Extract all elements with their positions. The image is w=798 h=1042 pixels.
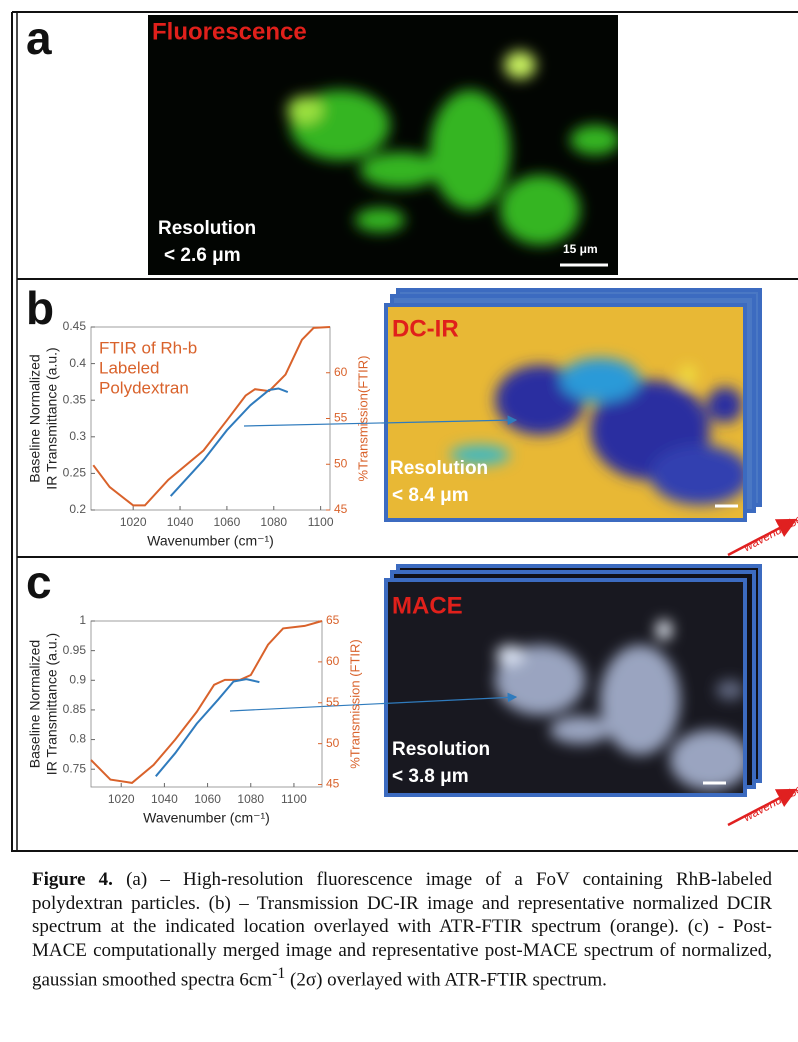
figure: a Fluorescence Resolution < 2.6 μm 15 μm… xyxy=(11,11,798,852)
y-axis-label: Baseline Normalized xyxy=(27,640,43,768)
pointer xyxy=(243,415,518,427)
series-line xyxy=(155,678,260,777)
panel-title: DC-IR xyxy=(392,315,459,342)
x-tick-label: 1100 xyxy=(308,515,334,529)
resolution: Resolution xyxy=(158,218,256,239)
series-line xyxy=(90,620,323,784)
panel-label: c xyxy=(26,556,52,608)
caption-sup: -1 xyxy=(272,965,286,982)
arrow xyxy=(727,788,798,827)
caption: Figure 4. (a) – High-resolution fluoresc… xyxy=(32,868,772,992)
caption-label: Figure 4. xyxy=(32,869,113,890)
y2-tick-label: 50 xyxy=(326,736,340,750)
fluorescence-image xyxy=(148,15,618,275)
y2-tick-label: 60 xyxy=(334,365,348,379)
x-tick-label: 1020 xyxy=(108,792,135,806)
pointer xyxy=(229,692,518,712)
y2-tick-label: 45 xyxy=(326,777,340,791)
panel-title: MACE xyxy=(392,592,463,619)
series-line xyxy=(169,387,289,497)
x-tick-label: 1040 xyxy=(167,515,194,529)
x-tick-label: 1080 xyxy=(260,515,287,529)
panel-title: Fluorescence xyxy=(152,18,307,45)
y-tick-label: 0.2 xyxy=(69,502,86,516)
annotation: Polydextran xyxy=(99,378,189,397)
y-tick-label: 0.35 xyxy=(63,392,87,406)
frame xyxy=(11,11,798,852)
x-tick-label: 1060 xyxy=(214,515,241,529)
x-axis-label: Wavenumber (cm⁻¹) xyxy=(147,533,274,549)
y2-tick-label: 60 xyxy=(326,654,340,668)
arrow xyxy=(727,518,798,557)
y2-axis-label: %Transmission (FTIR) xyxy=(347,639,362,769)
y2-tick-label: 55 xyxy=(334,411,348,425)
y2-tick-label: 50 xyxy=(334,456,348,470)
y-tick-label: 0.9 xyxy=(69,672,86,686)
y-tick-label: 0.25 xyxy=(63,466,87,480)
y-tick-label: 1 xyxy=(79,613,86,627)
x-tick-label: 1080 xyxy=(237,792,264,806)
resolution: Resolution xyxy=(390,458,488,479)
y2-tick-label: 65 xyxy=(326,613,340,627)
y-tick-label: 0.75 xyxy=(63,761,87,775)
resolution: < 3.8 μm xyxy=(392,766,469,787)
series-line xyxy=(92,326,331,507)
mace-image xyxy=(384,564,762,797)
y-tick-label: 0.8 xyxy=(69,732,86,746)
y2-tick-label: 45 xyxy=(334,502,348,516)
panel-label: b xyxy=(26,282,54,334)
y2-tick-label: 55 xyxy=(326,695,340,709)
y-tick-label: 0.95 xyxy=(63,643,87,657)
resolution: < 2.6 μm xyxy=(164,245,241,266)
plot-area xyxy=(90,620,323,788)
caption-text: (a) – High-resolution fluorescence image… xyxy=(32,869,772,991)
y-axis-label: IR Transmittance (a.u.) xyxy=(44,633,60,775)
x-axis-label: Wavenumber (cm⁻¹) xyxy=(143,810,270,826)
axis-arrow-label: wavenumber xyxy=(741,509,798,554)
y-tick-label: 0.45 xyxy=(63,319,87,333)
caption-text: (2σ) overlayed with ATR-FTIR spectrum. xyxy=(285,969,607,991)
y-tick-label: 0.85 xyxy=(63,702,87,716)
scale-bar-label: 15 μm xyxy=(563,242,598,256)
x-tick-label: 1040 xyxy=(151,792,178,806)
dcir-image xyxy=(384,288,762,522)
y-axis-label: IR Transmittance (a.u.) xyxy=(44,347,60,489)
resolution: < 8.4 μm xyxy=(392,485,469,506)
y2-axis-label: %Transmission(FTIR) xyxy=(355,356,370,482)
x-tick-label: 1100 xyxy=(281,792,307,806)
x-tick-label: 1060 xyxy=(194,792,221,806)
y-tick-label: 0.3 xyxy=(69,429,86,443)
annotation: Labeled xyxy=(99,358,160,377)
annotation: FTIR of Rh-b xyxy=(99,338,197,357)
panel-label: a xyxy=(26,12,52,64)
y-tick-label: 0.4 xyxy=(69,356,86,370)
resolution: Resolution xyxy=(392,739,490,760)
x-tick-label: 1020 xyxy=(120,515,147,529)
y-axis-label: Baseline Normalized xyxy=(27,354,43,482)
